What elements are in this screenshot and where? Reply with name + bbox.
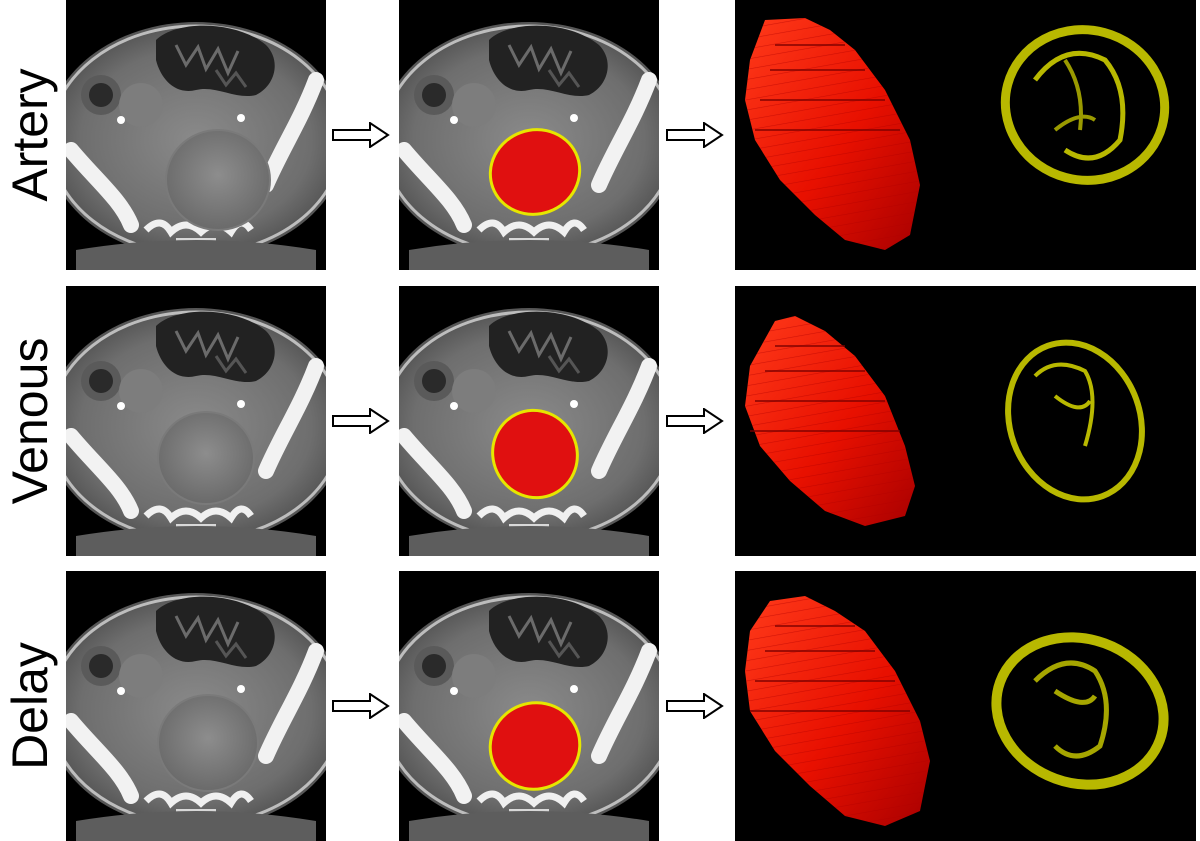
phase-label-artery: Artery <box>0 0 60 270</box>
ct-segmented-artery <box>399 0 659 270</box>
arrow-right-outline-icon <box>332 408 390 434</box>
arrow-right-outline-icon <box>666 408 724 434</box>
arrow-right-outline-icon <box>666 122 724 148</box>
row-artery: Artery <box>0 0 1200 270</box>
phase-label-delay: Delay <box>0 571 60 841</box>
volume-render-venous <box>735 286 1196 556</box>
ct-segmented-venous <box>399 286 659 556</box>
ct-segmented-delay <box>399 571 659 841</box>
phase-label-text: Artery <box>2 68 58 202</box>
ct-original-delay <box>66 571 326 841</box>
arrow-right-outline-icon <box>332 693 390 719</box>
arrow-right-outline-icon <box>666 693 724 719</box>
volume-render-delay <box>735 571 1196 841</box>
row-venous: Venous <box>0 286 1200 556</box>
volume-render-artery <box>735 0 1196 270</box>
ct-original-artery <box>66 0 326 270</box>
phase-label-venous: Venous <box>0 286 60 556</box>
phase-label-text: Venous <box>2 337 58 505</box>
row-delay: Delay <box>0 571 1200 841</box>
arrow-right-outline-icon <box>332 122 390 148</box>
phase-label-text: Delay <box>2 642 58 770</box>
ct-original-venous <box>66 286 326 556</box>
